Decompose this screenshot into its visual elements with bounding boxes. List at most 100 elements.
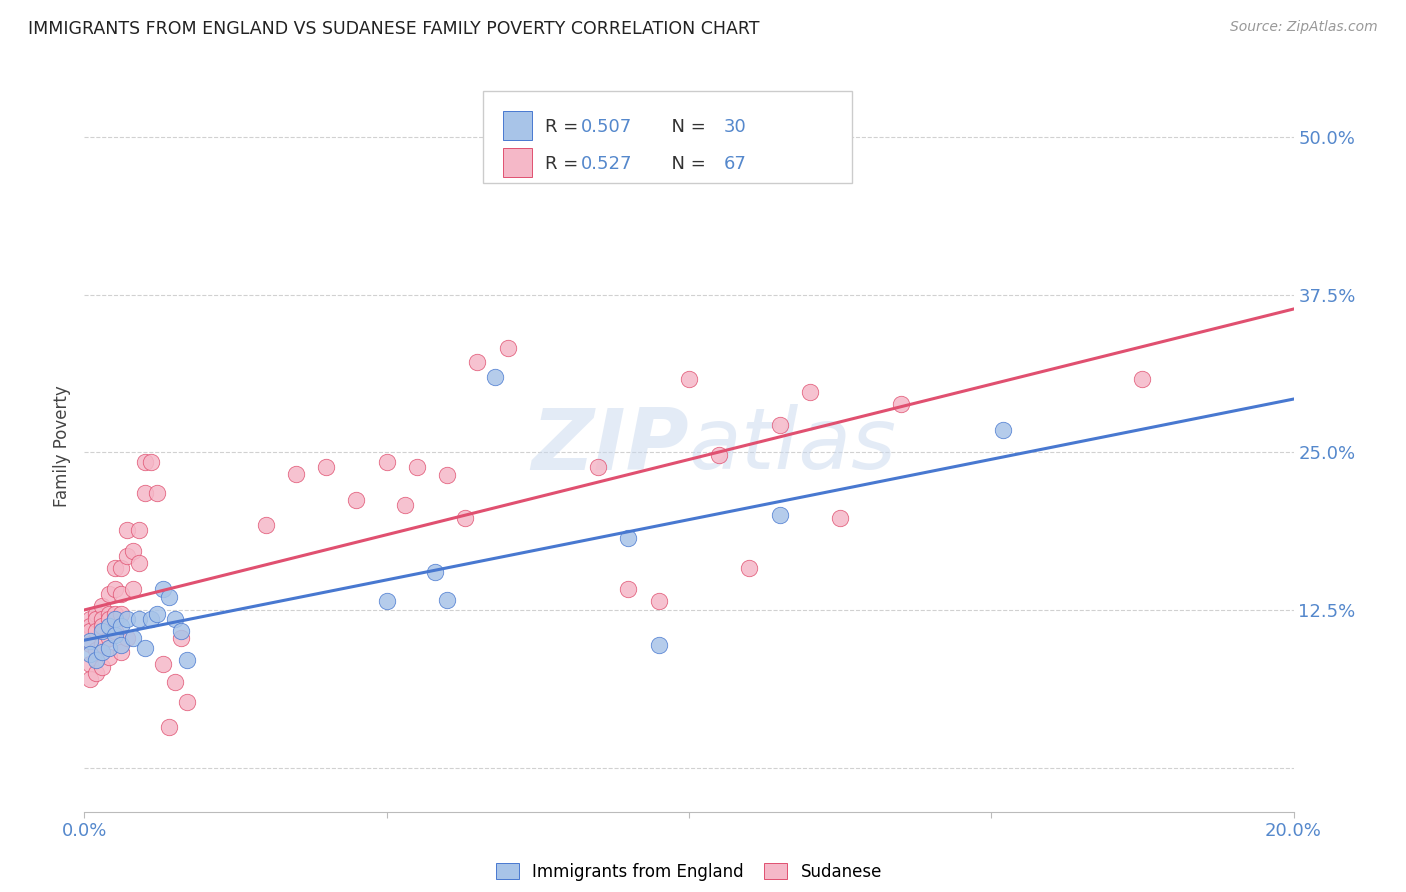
Point [830, 511, 852, 525]
Point [139, 455, 162, 469]
Point [110, 619, 132, 633]
Text: 0.527: 0.527 [581, 155, 633, 173]
Point [170, 631, 193, 645]
Point [110, 638, 132, 652]
Point [91, 624, 114, 639]
Point [285, 467, 308, 481]
Text: 67: 67 [724, 155, 747, 173]
Point [86, 607, 108, 621]
Point [110, 586, 132, 600]
Point [394, 498, 416, 512]
Point [152, 657, 174, 672]
Point [375, 594, 398, 608]
Text: atlas: atlas [689, 404, 897, 488]
Point [454, 511, 477, 525]
Point [115, 524, 138, 538]
Point [678, 372, 700, 386]
Point [97, 640, 120, 655]
Point [799, 384, 821, 399]
Point [115, 549, 138, 563]
Point [170, 624, 193, 639]
Point [436, 592, 458, 607]
Point [139, 612, 162, 626]
Point [86, 665, 108, 680]
FancyBboxPatch shape [503, 111, 531, 140]
Point [110, 607, 132, 621]
Point [1130, 372, 1153, 386]
Point [134, 640, 156, 655]
Point [79, 634, 101, 648]
Point [769, 508, 792, 523]
Point [104, 561, 127, 575]
Point [709, 448, 731, 462]
Point [91, 619, 114, 633]
Point [97, 586, 120, 600]
Point [121, 631, 143, 645]
Point [121, 582, 143, 596]
Point [128, 556, 150, 570]
Point [157, 720, 180, 734]
Legend: Immigrants from England, Sudanese: Immigrants from England, Sudanese [489, 856, 889, 888]
Point [115, 612, 138, 626]
Point [91, 599, 114, 614]
Point [79, 619, 101, 633]
Point [496, 341, 519, 355]
Y-axis label: Family Poverty: Family Poverty [53, 385, 72, 507]
Point [86, 643, 108, 657]
Point [97, 619, 120, 633]
Point [97, 649, 120, 664]
Point [121, 543, 143, 558]
Point [134, 485, 156, 500]
Point [406, 460, 429, 475]
Text: 0.507: 0.507 [581, 118, 633, 136]
Point [128, 612, 150, 626]
FancyBboxPatch shape [503, 148, 531, 178]
Point [648, 638, 671, 652]
Point [97, 612, 120, 626]
Text: IMMIGRANTS FROM ENGLAND VS SUDANESE FAMILY POVERTY CORRELATION CHART: IMMIGRANTS FROM ENGLAND VS SUDANESE FAMI… [28, 20, 759, 37]
Point [484, 369, 506, 384]
Point [769, 417, 792, 432]
Point [146, 607, 169, 621]
Point [165, 674, 187, 689]
Text: R =: R = [546, 118, 583, 136]
Point [617, 531, 640, 545]
Point [91, 637, 114, 651]
Point [128, 524, 150, 538]
Point [79, 647, 101, 661]
Point [993, 423, 1015, 437]
Point [152, 582, 174, 596]
Point [79, 612, 101, 626]
Point [254, 518, 277, 533]
Point [134, 455, 156, 469]
Point [97, 631, 120, 645]
Text: R =: R = [546, 155, 583, 173]
Point [104, 607, 127, 621]
Point [617, 582, 640, 596]
Point [165, 612, 187, 626]
Point [346, 493, 368, 508]
Point [436, 468, 458, 483]
Point [738, 561, 761, 575]
Point [79, 657, 101, 672]
Point [110, 644, 132, 658]
Point [588, 460, 610, 475]
Point [91, 612, 114, 626]
Point [86, 624, 108, 639]
Point [115, 631, 138, 645]
Point [423, 565, 446, 579]
Point [104, 612, 127, 626]
Point [176, 653, 198, 667]
Point [315, 460, 337, 475]
Point [79, 637, 101, 651]
Text: ZIP: ZIP [531, 404, 689, 488]
Point [86, 612, 108, 626]
Point [467, 354, 489, 368]
Point [104, 628, 127, 642]
Text: 30: 30 [724, 118, 747, 136]
Point [648, 594, 671, 608]
Text: Source: ZipAtlas.com: Source: ZipAtlas.com [1230, 20, 1378, 34]
Point [157, 591, 180, 605]
Text: N =: N = [659, 155, 711, 173]
Point [104, 624, 127, 639]
